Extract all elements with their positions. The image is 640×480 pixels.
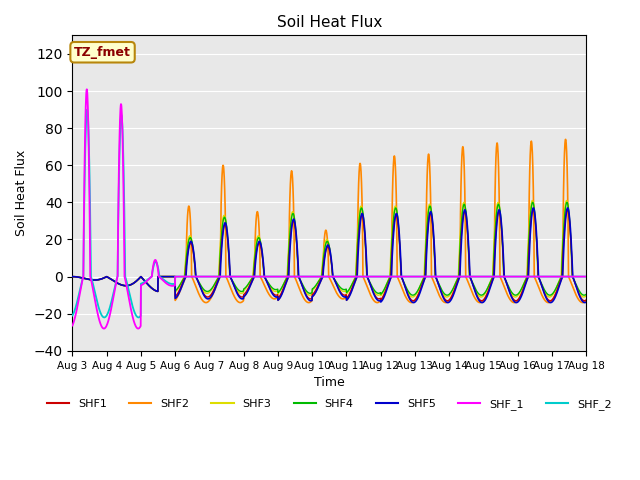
SHF3 [582, 293, 590, 299]
SHF2 [212, 285, 220, 290]
X-axis label: Time: Time [314, 376, 344, 389]
SHF1 [552, 291, 559, 297]
SHF_1 [134, 326, 142, 332]
Legend: SHF1, SHF2, SHF3, SHF4, SHF5, SHF_1, SHF_2: SHF1, SHF2, SHF3, SHF4, SHF5, SHF_1, SHF… [42, 395, 616, 415]
SHF1 [538, 281, 545, 287]
SHF4 [68, 274, 76, 279]
SHF_2 [100, 314, 108, 320]
SHF2 [562, 136, 570, 142]
SHF5 [581, 300, 589, 305]
SHF1 [344, 294, 351, 300]
SHF2 [355, 174, 363, 180]
SHF1 [212, 283, 220, 288]
SHF4 [582, 291, 590, 297]
SHF_1 [83, 86, 90, 92]
Line: SHF4: SHF4 [72, 203, 586, 295]
SHF_1 [212, 274, 220, 279]
SHF5 [582, 299, 590, 305]
SHF3 [546, 294, 554, 300]
SHF2 [582, 298, 590, 303]
SHF_1 [479, 274, 486, 279]
Line: SHF_1: SHF_1 [72, 89, 586, 329]
Line: SHF3: SHF3 [72, 201, 586, 297]
SHF_2 [83, 107, 91, 112]
SHF3 [529, 198, 536, 204]
Text: TZ_fmet: TZ_fmet [74, 46, 131, 59]
SHF5 [478, 300, 486, 305]
SHF2 [68, 274, 76, 279]
SHF5 [212, 285, 220, 290]
SHF_1 [344, 274, 352, 279]
SHF_2 [582, 274, 590, 279]
SHF4 [409, 292, 417, 298]
SHF3 [355, 215, 363, 220]
SHF3 [537, 281, 545, 287]
SHF_2 [212, 274, 220, 279]
SHF2 [551, 292, 559, 298]
SHF1 [479, 298, 486, 303]
SHF_2 [552, 274, 559, 279]
SHF5 [68, 274, 76, 279]
SHF_2 [68, 312, 76, 318]
SHF5 [551, 295, 559, 300]
SHF4 [551, 287, 559, 293]
SHF5 [537, 280, 545, 286]
Title: Soil Heat Flux: Soil Heat Flux [276, 15, 382, 30]
Line: SHF_2: SHF_2 [72, 109, 586, 317]
SHF4 [344, 288, 351, 294]
SHF2 [537, 290, 545, 296]
SHF1 [355, 231, 363, 237]
Line: SHF2: SHF2 [72, 139, 586, 302]
SHF2 [373, 300, 381, 305]
SHF2 [344, 296, 351, 301]
SHF4 [537, 279, 545, 285]
SHF3 [478, 294, 486, 300]
SHF3 [552, 287, 559, 293]
SHF2 [479, 299, 486, 304]
SHF4 [212, 279, 220, 285]
SHF_2 [479, 274, 486, 279]
SHF_1 [538, 274, 545, 279]
SHF5 [355, 237, 363, 242]
SHF5 [344, 296, 351, 302]
SHF4 [355, 221, 363, 227]
SHF_2 [538, 274, 545, 279]
SHF3 [344, 289, 351, 295]
SHF_1 [68, 323, 76, 328]
SHF5 [564, 205, 572, 211]
SHF4 [479, 292, 486, 298]
SHF4 [563, 200, 571, 205]
SHF_2 [356, 274, 364, 279]
Line: SHF1: SHF1 [72, 210, 586, 301]
SHF3 [68, 274, 76, 279]
SHF_1 [582, 274, 590, 279]
SHF_1 [356, 274, 364, 279]
SHF1 [582, 297, 590, 303]
SHF_1 [552, 274, 559, 279]
Line: SHF5: SHF5 [72, 208, 586, 302]
SHF1 [529, 207, 537, 213]
Y-axis label: Soil Heat Flux: Soil Heat Flux [15, 150, 28, 236]
SHF3 [212, 279, 220, 285]
SHF1 [68, 274, 76, 279]
SHF1 [478, 298, 486, 304]
SHF_2 [344, 274, 352, 279]
